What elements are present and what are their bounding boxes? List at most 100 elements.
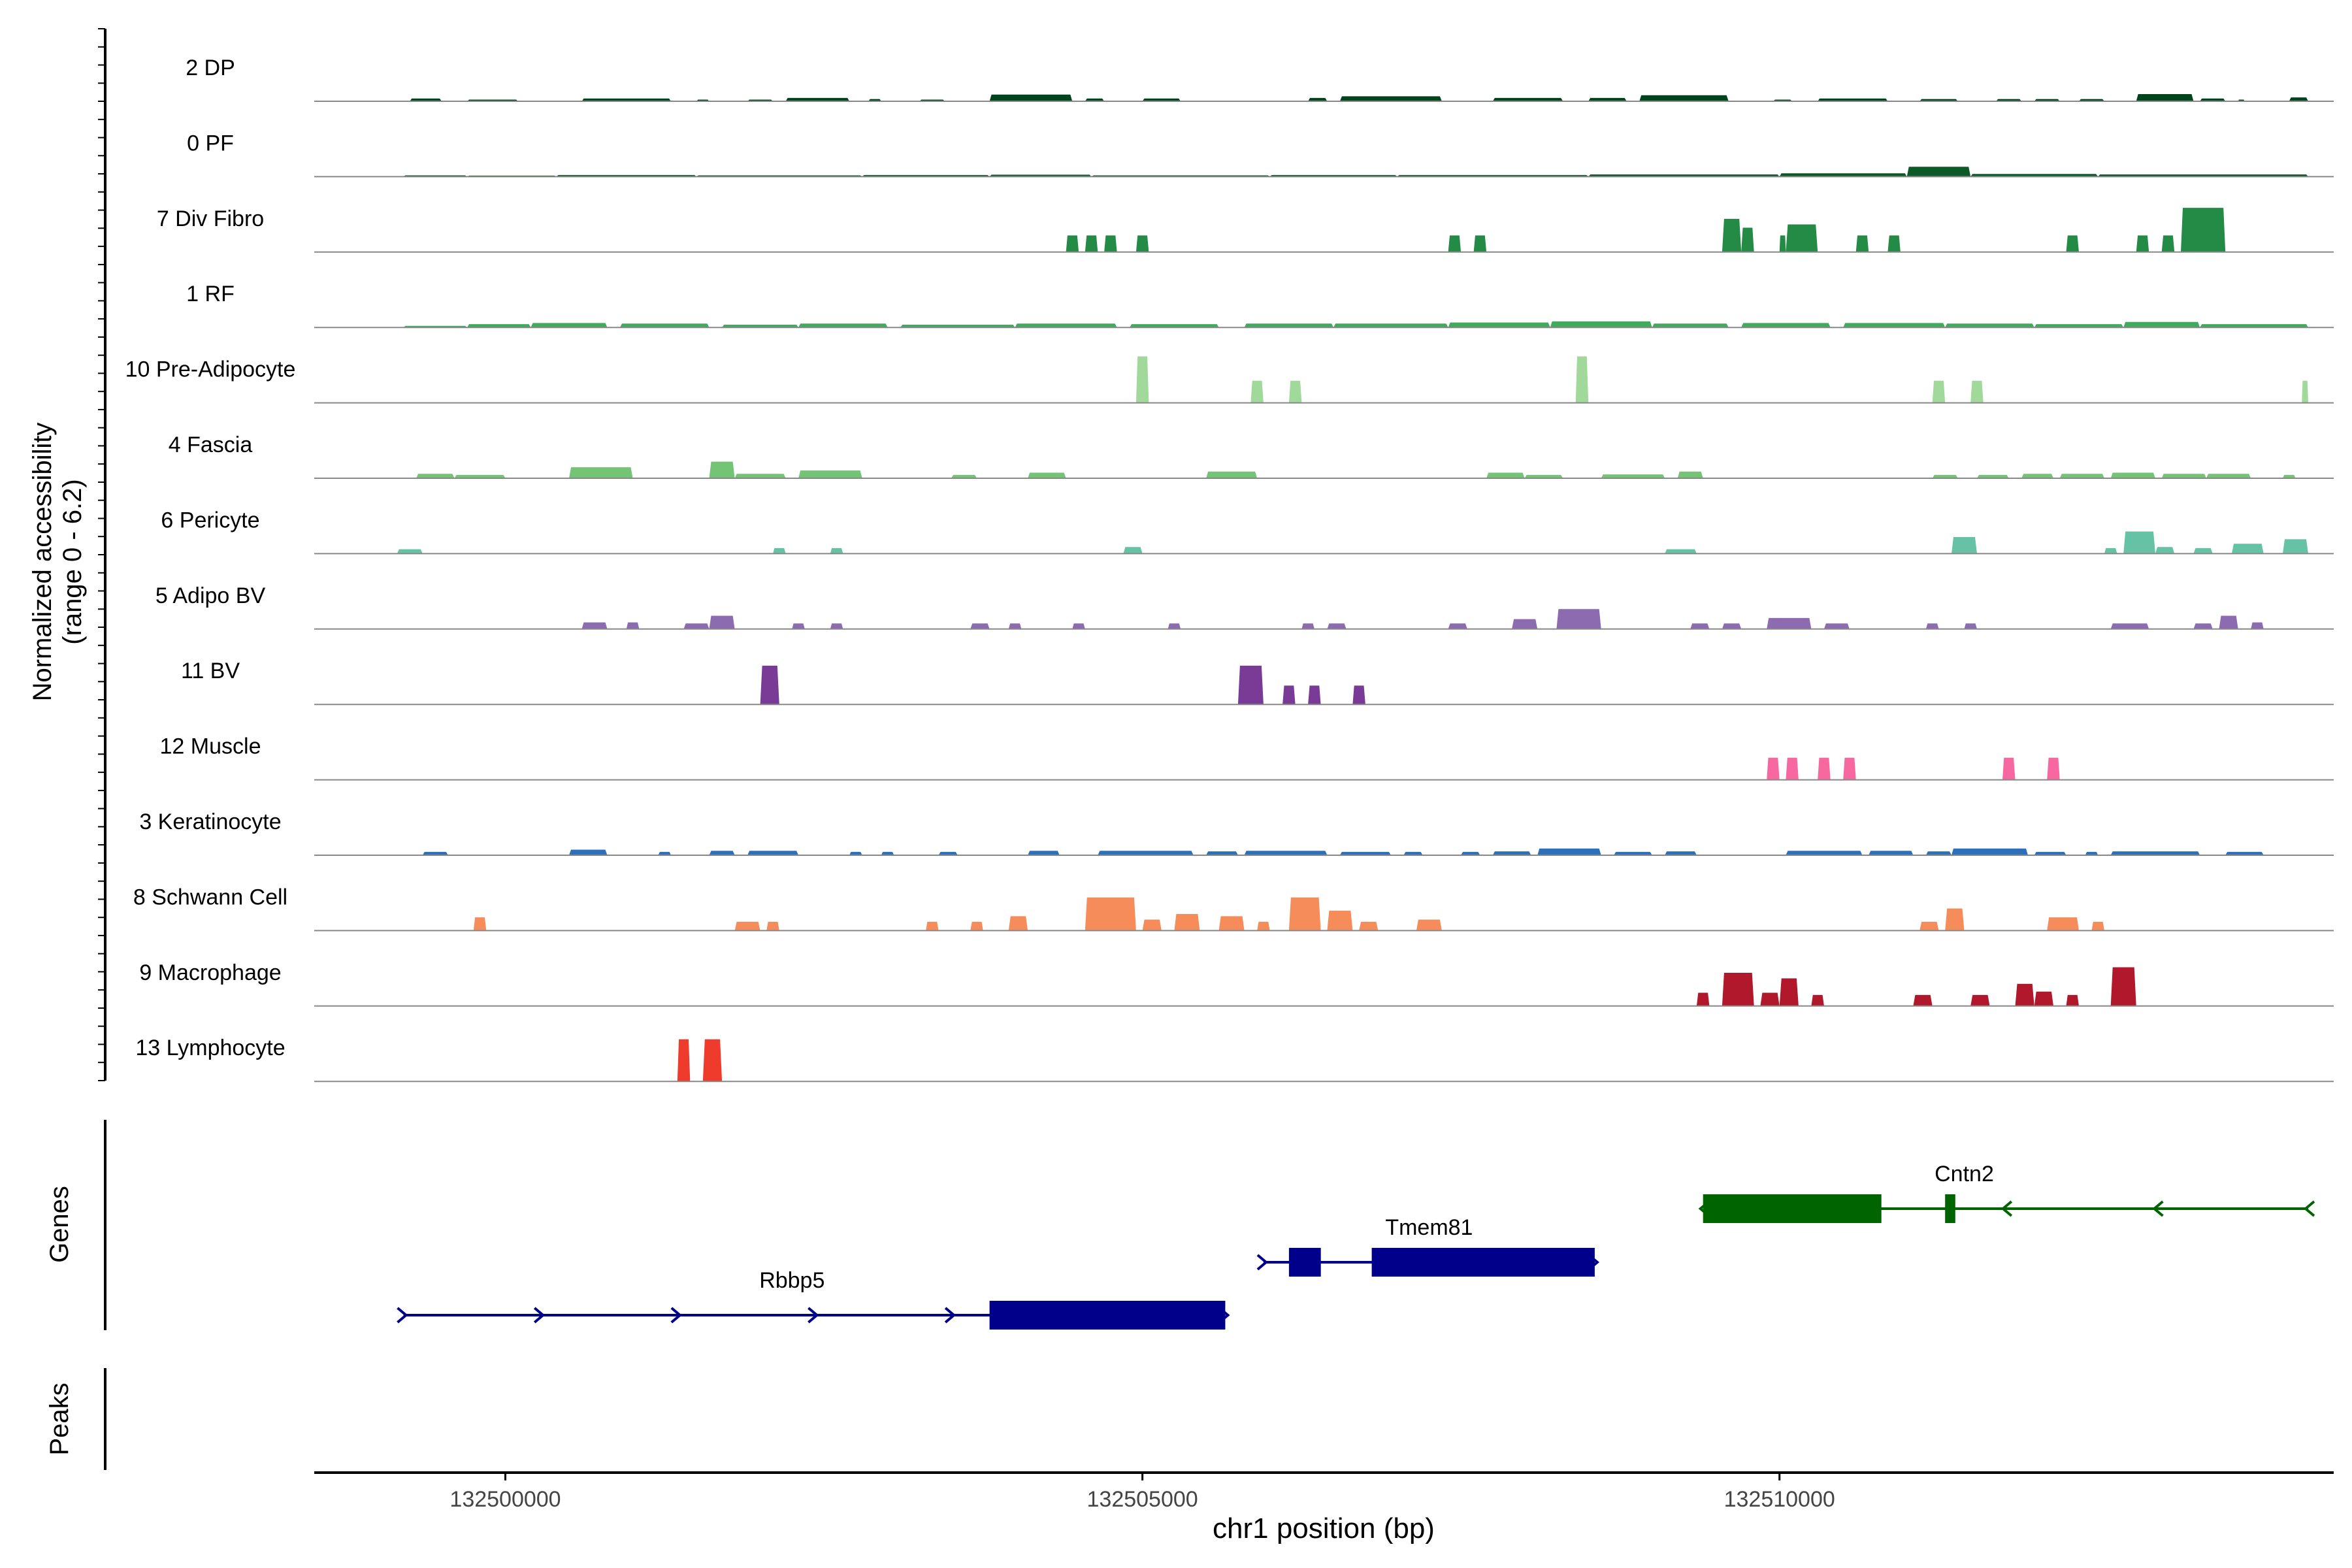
coverage-peak	[2206, 474, 2251, 478]
track-3-keratinocyte: 3 Keratinocyte	[139, 809, 2334, 856]
coverage-peak	[2181, 208, 2226, 252]
coverage-peak	[1952, 848, 2028, 855]
coverage-peak	[2034, 324, 2124, 328]
coverage-peak	[849, 851, 862, 855]
coverage-peak	[1218, 916, 1245, 931]
coverage-peak	[2136, 94, 2194, 101]
coverage-peak	[2289, 97, 2308, 101]
track-label: 13 Lymphocyte	[135, 1036, 285, 1060]
x-axis-ticks: 132500000 132505000 132510000	[449, 1473, 1835, 1512]
coverage-peak	[1448, 623, 1467, 629]
coverage-peak	[1786, 757, 1799, 780]
coverage-peak	[1486, 472, 1525, 478]
coverage-peak	[2232, 544, 2264, 554]
coverage-peak	[1741, 323, 1831, 328]
coverage-peak	[2047, 917, 2079, 931]
coverage-peak	[1932, 474, 1958, 478]
coverage-peak	[938, 851, 958, 855]
coverage-peak	[1690, 623, 1710, 629]
coverage-peak	[951, 474, 977, 478]
x-axis-tick-label: 132500000	[449, 1487, 561, 1512]
coverage-peak	[1168, 623, 1181, 629]
coverage-peak	[1869, 851, 1914, 855]
gene-exon	[1945, 1194, 1955, 1223]
strand-arrow	[397, 1307, 408, 1324]
coverage-peak	[2123, 321, 2200, 328]
gene-exon	[1703, 1194, 1882, 1223]
coverage-peak	[1970, 174, 2099, 177]
coverage-peak	[1722, 623, 1742, 629]
coverage-peak	[2219, 615, 2238, 629]
gene-annotations: Rbbp5 Tmem81 Cntn2	[397, 1162, 2315, 1330]
coverage-peak	[1767, 757, 1780, 780]
gene-rbbp5: Rbbp5	[397, 1268, 1230, 1330]
coverage-peak	[1786, 224, 1818, 252]
coverage-peak	[473, 917, 487, 931]
coverage-peak	[1492, 851, 1531, 855]
track-13-lymphocyte: 13 Lymphocyte	[135, 1036, 2334, 1083]
coverage-peak	[2302, 380, 2308, 403]
coverage-peak	[1919, 921, 1939, 931]
coverage-peak	[531, 323, 608, 328]
coverage-peak	[2066, 994, 2079, 1006]
coverage-peak	[1823, 623, 1850, 629]
coverage-peak	[1066, 235, 1079, 252]
coverage-peak	[1333, 323, 1448, 328]
gene-label: Cntn2	[1935, 1162, 1994, 1186]
track-label: 1 RF	[186, 282, 235, 306]
coverage-peak	[1085, 98, 1105, 101]
coverage-peak	[1098, 851, 1194, 855]
coverage-peak	[1665, 851, 1697, 855]
coverage-peak	[397, 549, 423, 554]
coverage-peak	[626, 622, 640, 629]
coverage-peak	[1135, 356, 1149, 403]
coverage-peak	[422, 851, 448, 855]
coverage-peak	[1257, 921, 1270, 931]
coverage-peak	[658, 851, 671, 855]
coverage-peak	[1811, 994, 1824, 1006]
coverage-peak	[1327, 623, 1347, 629]
track-label: 8 Schwann Cell	[133, 885, 287, 909]
coverage-peak	[798, 323, 888, 328]
coverage-peak	[900, 325, 1015, 328]
coverage-peak	[1970, 380, 1984, 403]
strand-arrow	[2303, 1200, 2315, 1217]
coverage-peak	[2136, 235, 2149, 252]
coverage-peak	[1760, 992, 1780, 1006]
coverage-peak	[1575, 356, 1589, 403]
coverage-peak	[1887, 235, 1901, 252]
coverage-peak	[792, 623, 805, 629]
coverage-peak	[1135, 235, 1149, 252]
coverage-peak	[709, 461, 735, 478]
coverage-peak	[467, 324, 531, 328]
gene-exon	[1288, 1248, 1321, 1277]
coverage-peak	[1492, 97, 1563, 101]
coverage-peak	[1932, 380, 1946, 403]
gene-cntn2: Cntn2	[1698, 1162, 2315, 1223]
strand-arrow	[808, 1307, 819, 1324]
strand-arrow	[533, 1307, 546, 1324]
coverage-peak	[970, 623, 990, 629]
coverage-peak	[1288, 380, 1302, 403]
coverage-peak	[2002, 757, 2016, 780]
track-12-muscle: 12 Muscle	[160, 734, 2334, 781]
coverage-peak	[1244, 851, 1328, 855]
coverage-peak	[1843, 323, 1946, 328]
coverage-peak	[926, 921, 939, 931]
coverage-peak	[2021, 474, 2053, 478]
coverage-peak	[1964, 623, 1977, 629]
coverage-peak	[1843, 757, 1856, 780]
coverage-peak	[1614, 851, 1652, 855]
coverage-peak	[1308, 97, 1328, 101]
gene-tmem81: Tmem81	[1256, 1215, 1599, 1277]
coverage-peak	[1977, 474, 2009, 478]
coverage-peak	[1142, 919, 1162, 931]
coverage-peak	[1327, 910, 1353, 931]
gene-label: Tmem81	[1385, 1215, 1473, 1240]
coverage-peak	[1339, 851, 1391, 855]
coverage-peak	[1722, 219, 1742, 252]
coverage-peak	[830, 623, 843, 629]
coverage-peak	[1244, 323, 1334, 328]
coverage-peak	[709, 615, 735, 629]
coverage-peak	[569, 849, 608, 855]
